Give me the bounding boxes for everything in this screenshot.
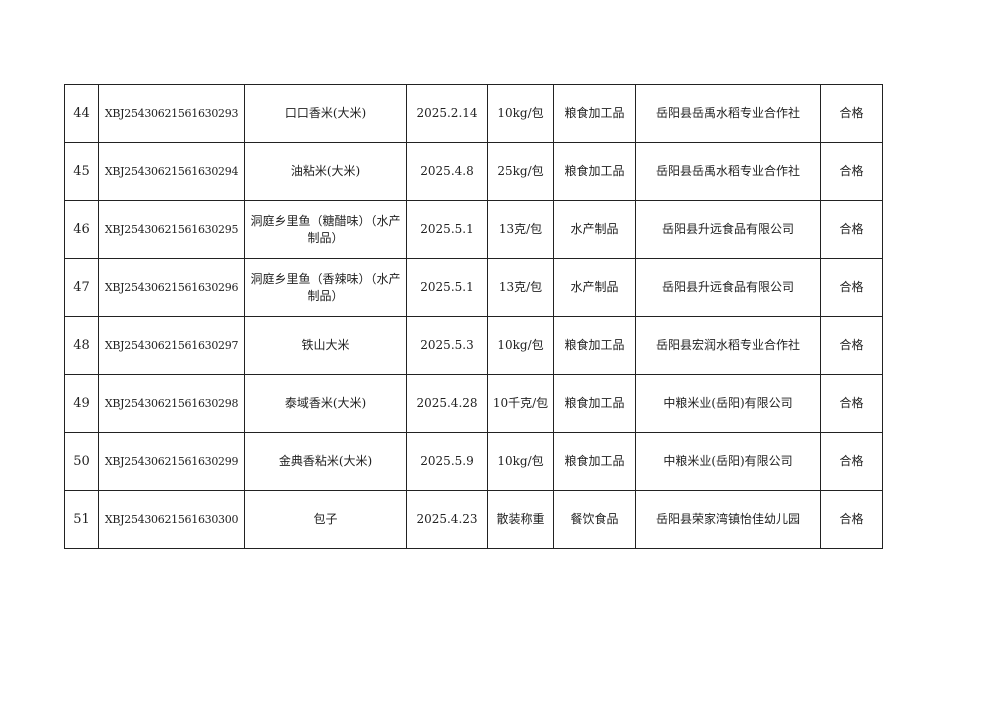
sample-code-cell: XBJ25430621561630300 — [98, 490, 245, 549]
production-date-cell: 2025.2.14 — [406, 84, 488, 143]
inspection-result-cell: 合格 — [820, 432, 883, 491]
food-category-cell: 餐饮食品 — [553, 490, 636, 549]
food-category-cell: 粮食加工品 — [553, 316, 636, 375]
table-row: 50 XBJ25430621561630299 金典香粘米(大米) 2025.5.9 1… — [64, 432, 883, 491]
sample-code-cell: XBJ25430621561630297 — [98, 316, 245, 375]
food-category-cell: 粮食加工品 — [553, 84, 636, 143]
specification-cell: 散装称重 — [487, 490, 554, 549]
sample-code-cell: XBJ25430621561630299 — [98, 432, 245, 491]
specification-cell: 10千克/包 — [487, 374, 554, 433]
production-date-cell: 2025.4.23 — [406, 490, 488, 549]
producer-name-cell: 岳阳县岳禹水稻专业合作社 — [635, 84, 821, 143]
producer-name-cell: 岳阳县升远食品有限公司 — [635, 258, 821, 317]
table-body: 44 XBJ25430621561630293 口口香米(大米) 2025.2.14 1… — [64, 84, 883, 549]
specification-cell: 10kg/包 — [487, 316, 554, 375]
production-date-cell: 2025.4.8 — [406, 142, 488, 201]
row-number-cell: 48 — [64, 316, 99, 375]
row-number-cell: 47 — [64, 258, 99, 317]
product-name-cell: 洞庭乡里鱼（香辣味）（水产制品） — [244, 258, 407, 317]
food-category-cell: 水产制品 — [553, 258, 636, 317]
table-row: 48 XBJ25430621561630297 铁山大米 2025.5.3 10kg/包… — [64, 316, 883, 375]
product-name-cell: 铁山大米 — [244, 316, 407, 375]
production-date-cell: 2025.5.9 — [406, 432, 488, 491]
row-number-cell: 44 — [64, 84, 99, 143]
sample-code-cell: XBJ25430621561630295 — [98, 200, 245, 259]
table-row: 46 XBJ25430621561630295 洞庭乡里鱼（糖醋味）（水产制品） 20… — [64, 200, 883, 259]
producer-name-cell: 中粮米业(岳阳)有限公司 — [635, 432, 821, 491]
producer-name-cell: 岳阳县荣家湾镇怡佳幼儿园 — [635, 490, 821, 549]
inspection-result-cell: 合格 — [820, 258, 883, 317]
food-category-cell: 水产制品 — [553, 200, 636, 259]
production-date-cell: 2025.5.1 — [406, 200, 488, 259]
row-number-cell: 45 — [64, 142, 99, 201]
product-name-cell: 泰域香米(大米) — [244, 374, 407, 433]
table-row: 49 XBJ25430621561630298 泰域香米(大米) 2025.4.28 1… — [64, 374, 883, 433]
row-number-cell: 49 — [64, 374, 99, 433]
table-row: 51 XBJ25430621561630300 包子 2025.4.23 散装称重 餐饮食… — [64, 490, 883, 549]
product-name-cell: 包子 — [244, 490, 407, 549]
sample-code-cell: XBJ25430621561630296 — [98, 258, 245, 317]
sample-code-cell: XBJ25430621561630293 — [98, 84, 245, 143]
producer-name-cell: 中粮米业(岳阳)有限公司 — [635, 374, 821, 433]
inspection-result-cell: 合格 — [820, 142, 883, 201]
food-category-cell: 粮食加工品 — [553, 374, 636, 433]
table-row: 47 XBJ25430621561630296 洞庭乡里鱼（香辣味）（水产制品） 20… — [64, 258, 883, 317]
producer-name-cell: 岳阳县升远食品有限公司 — [635, 200, 821, 259]
product-name-cell: 金典香粘米(大米) — [244, 432, 407, 491]
table-row: 45 XBJ25430621561630294 油粘米(大米) 2025.4.8 25k… — [64, 142, 883, 201]
row-number-cell: 50 — [64, 432, 99, 491]
production-date-cell: 2025.4.28 — [406, 374, 488, 433]
inspection-result-cell: 合格 — [820, 200, 883, 259]
food-category-cell: 粮食加工品 — [553, 432, 636, 491]
food-category-cell: 粮食加工品 — [553, 142, 636, 201]
product-name-cell: 油粘米(大米) — [244, 142, 407, 201]
product-name-cell: 洞庭乡里鱼（糖醋味）（水产制品） — [244, 200, 407, 259]
row-number-cell: 46 — [64, 200, 99, 259]
sample-code-cell: XBJ25430621561630298 — [98, 374, 245, 433]
inspection-result-cell: 合格 — [820, 490, 883, 549]
sample-code-cell: XBJ25430621561630294 — [98, 142, 245, 201]
inspection-result-cell: 合格 — [820, 316, 883, 375]
inspection-result-cell: 合格 — [820, 84, 883, 143]
producer-name-cell: 岳阳县岳禹水稻专业合作社 — [635, 142, 821, 201]
inspection-results-table: 44 XBJ25430621561630293 口口香米(大米) 2025.2.14 1… — [64, 84, 883, 549]
producer-name-cell: 岳阳县宏润水稻专业合作社 — [635, 316, 821, 375]
table-row: 44 XBJ25430621561630293 口口香米(大米) 2025.2.14 1… — [64, 84, 883, 143]
inspection-result-cell: 合格 — [820, 374, 883, 433]
specification-cell: 13克/包 — [487, 200, 554, 259]
specification-cell: 13克/包 — [487, 258, 554, 317]
production-date-cell: 2025.5.3 — [406, 316, 488, 375]
specification-cell: 25kg/包 — [487, 142, 554, 201]
row-number-cell: 51 — [64, 490, 99, 549]
product-name-cell: 口口香米(大米) — [244, 84, 407, 143]
specification-cell: 10kg/包 — [487, 432, 554, 491]
specification-cell: 10kg/包 — [487, 84, 554, 143]
production-date-cell: 2025.5.1 — [406, 258, 488, 317]
